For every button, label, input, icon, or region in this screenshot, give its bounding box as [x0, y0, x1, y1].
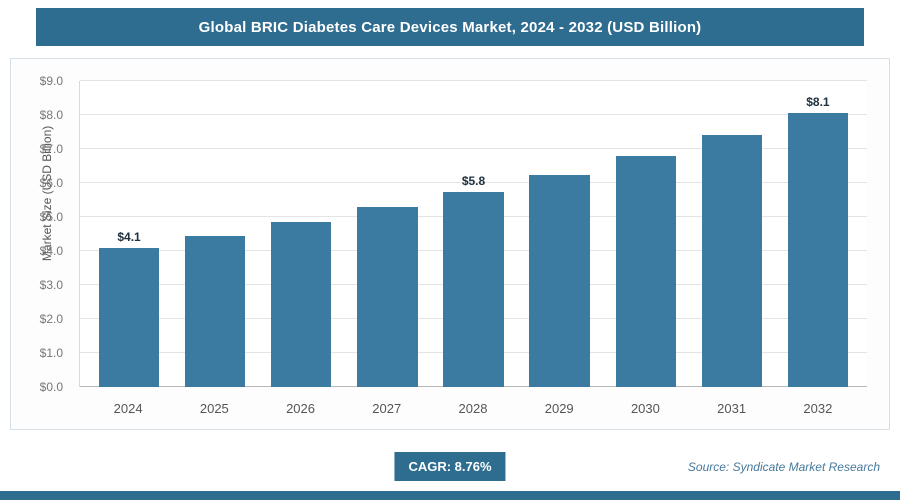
- x-tick-label: 2025: [199, 400, 229, 416]
- bar-series: $4.1 $5.8 $8.1: [80, 81, 867, 387]
- bar: [98, 247, 160, 387]
- y-tick-label: $9.0: [39, 74, 63, 88]
- gridline: [80, 80, 867, 81]
- gridline: [80, 114, 867, 116]
- x-tick-label: 2031: [717, 400, 747, 416]
- bar: [357, 206, 418, 387]
- bar: [701, 135, 762, 387]
- gridline: [80, 148, 867, 149]
- y-tick-label: $0.0: [39, 380, 63, 394]
- y-tick-label: $6.0: [39, 176, 63, 190]
- y-tick-label: $1.0: [39, 346, 63, 361]
- bar-slot: [689, 81, 775, 387]
- plot-area: $4.1 $5.8 $8.1: [79, 80, 867, 387]
- y-tick-label: $7.0: [39, 142, 63, 156]
- bar: [443, 191, 504, 387]
- bar: [529, 174, 590, 387]
- x-tick-label: 2032: [803, 400, 833, 416]
- x-tick-label: 2030: [630, 400, 660, 416]
- x-axis: 2024 2025 2026 2027 2028 2029 2030 2031 2032: [79, 393, 867, 423]
- bar: [271, 222, 332, 387]
- chart-title-bar: Global BRIC Diabetes Care Devices Market…: [36, 8, 864, 46]
- x-tick-label: 2027: [372, 400, 402, 416]
- bar-data-label: $5.8: [461, 173, 486, 188]
- x-tick-label: 2024: [113, 400, 143, 416]
- bar-slot: $4.1: [86, 81, 172, 387]
- y-tick-label: $8.0: [39, 108, 63, 123]
- x-tick-label: 2028: [458, 400, 488, 416]
- y-axis: $0.0 $1.0 $2.0 $3.0 $4.0 $5.0 $6.0 $7.0 $8.0 $9.0: [11, 74, 71, 394]
- y-tick-label: $2.0: [39, 312, 63, 327]
- bar-slot: [172, 81, 258, 387]
- chart-title: Global BRIC Diabetes Care Devices Market…: [198, 18, 702, 36]
- gridline: [80, 182, 867, 183]
- y-tick-label: $3.0: [39, 278, 63, 292]
- x-tick-label: 2029: [544, 400, 574, 416]
- bar-data-label: $4.1: [117, 229, 141, 244]
- x-tick-label: 2026: [286, 400, 315, 416]
- chart-panel: Market Size (USD Billion) $0.0 $1.0 $2.0 $3…: [10, 58, 890, 430]
- y-tick-label: $4.0: [39, 244, 63, 259]
- cagr-badge: CAGR: 8.76%: [394, 452, 506, 481]
- bar-data-label: $8.1: [806, 95, 830, 110]
- y-tick-label: $5.0: [39, 210, 63, 224]
- bar-slot: [603, 81, 689, 387]
- bar: [615, 155, 676, 387]
- bar-slot: [258, 81, 344, 387]
- bar-slot: [344, 81, 430, 387]
- source-text: Source: Syndicate Market Research: [687, 460, 880, 474]
- bottom-strip: [0, 491, 900, 500]
- bar-slot: $8.1: [775, 81, 861, 387]
- bar-slot: $5.8: [430, 81, 516, 387]
- bar-slot: [517, 81, 603, 387]
- bar: [185, 235, 246, 387]
- bar: [787, 113, 849, 387]
